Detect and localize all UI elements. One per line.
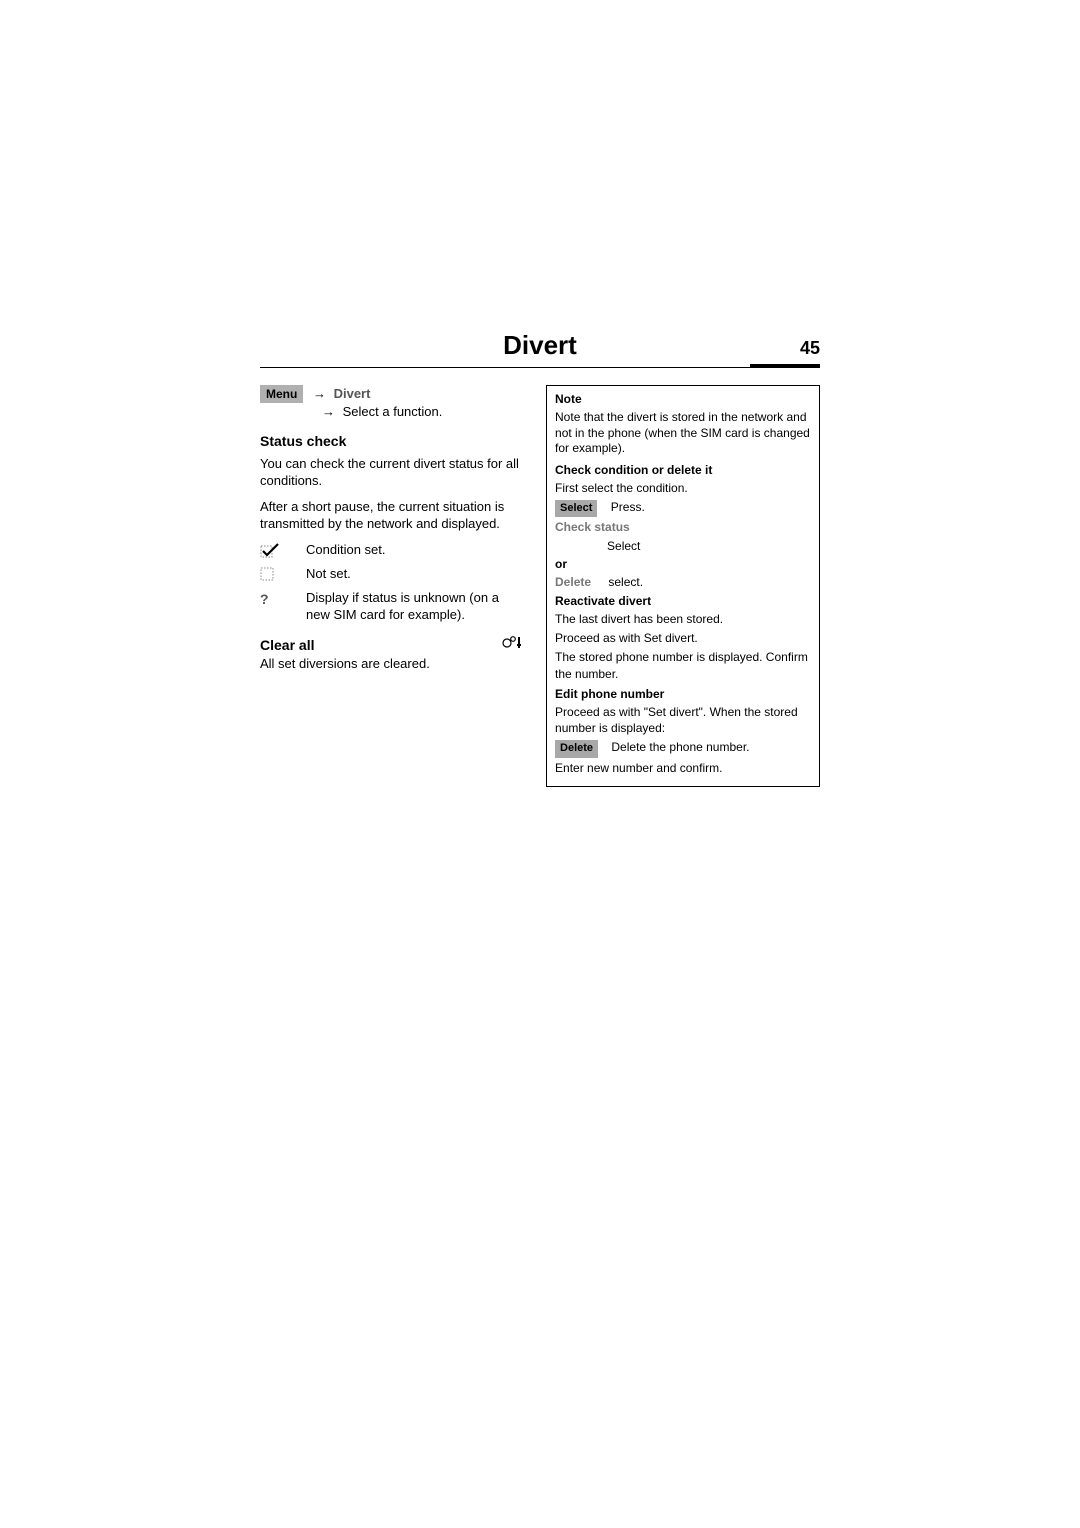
content-columns: Menu → Divert → Select a function. Statu… — [260, 385, 820, 787]
clear-all-heading-row: Clear all — [260, 634, 524, 655]
note-title: Note — [555, 392, 811, 406]
status-row-unknown: ? Display if status is unknown (on a new… — [260, 589, 524, 624]
page-number: 45 — [800, 338, 820, 359]
delete-btn-row: Delete Delete the phone number. — [555, 739, 811, 757]
status-desc: Condition set. — [306, 541, 524, 559]
edit-phone-heading: Edit phone number — [555, 687, 811, 701]
note-intro: Note that the divert is stored in the ne… — [555, 410, 811, 457]
status-table: Condition set. Not set. ? Display if sta… — [260, 541, 524, 624]
delete-button[interactable]: Delete — [555, 740, 598, 757]
clear-all-text: All set diversions are cleared. — [260, 655, 524, 673]
status-desc: Not set. — [306, 565, 524, 583]
menu-path-line1: Menu → Divert — [260, 385, 524, 403]
manual-page: Divert 45 Menu → Divert → Select a funct… — [260, 330, 820, 787]
menu-select-function: Select a function. — [343, 404, 443, 419]
delete-action: select. — [608, 575, 643, 589]
delete-btn-action: Delete the phone number. — [611, 740, 749, 754]
select-row: Select Press. — [555, 499, 811, 517]
check-status-label: Check status — [555, 520, 630, 534]
edit-p2: Enter new number and confirm. — [555, 760, 811, 777]
select-action: Press. — [611, 500, 645, 514]
status-check-p1: You can check the current divert status … — [260, 455, 524, 490]
reactivate-heading: Reactivate divert — [555, 594, 811, 608]
or-label: or — [555, 557, 811, 571]
select-button[interactable]: Select — [555, 500, 597, 517]
check-status-row: Check status — [555, 519, 811, 536]
check-status-action: Select — [607, 538, 811, 555]
checkbox-checked-icon — [260, 541, 288, 559]
arrow-icon: → — [313, 386, 326, 401]
status-check-p2: After a short pause, the current situati… — [260, 498, 524, 533]
reactivate-p1: The last divert has been stored. — [555, 611, 811, 628]
check-first-line: First select the condition. — [555, 480, 811, 497]
check-condition-heading: Check condition or delete it — [555, 463, 811, 477]
status-row-notset: Not set. — [260, 565, 524, 583]
menu-button[interactable]: Menu — [260, 385, 303, 403]
question-icon: ? — [260, 589, 288, 607]
header-rule — [260, 367, 820, 371]
page-header: Divert 45 — [260, 330, 820, 361]
edit-p1: Proceed as with "Set divert". When the s… — [555, 704, 811, 738]
status-desc: Display if status is unknown (on a new S… — [306, 589, 524, 624]
menu-divert-label: Divert — [334, 386, 371, 401]
reactivate-p2: Proceed as with Set divert. — [555, 630, 811, 647]
delete-row: Delete select. — [555, 574, 811, 591]
status-check-heading: Status check — [260, 433, 524, 449]
note-box: Note Note that the divert is stored in t… — [546, 385, 820, 787]
page-title: Divert — [260, 330, 820, 361]
clear-all-heading: Clear all — [260, 637, 314, 653]
reactivate-p3: The stored phone number is displayed. Co… — [555, 649, 811, 683]
right-column: Note Note that the divert is stored in t… — [546, 385, 820, 787]
arrow-icon: → — [322, 404, 335, 419]
checkbox-empty-icon — [260, 565, 288, 583]
status-row-set: Condition set. — [260, 541, 524, 559]
left-column: Menu → Divert → Select a function. Statu… — [260, 385, 524, 787]
operator-icon — [502, 634, 524, 655]
menu-path-line2: → Select a function. — [316, 403, 524, 421]
delete-label: Delete — [555, 574, 605, 591]
